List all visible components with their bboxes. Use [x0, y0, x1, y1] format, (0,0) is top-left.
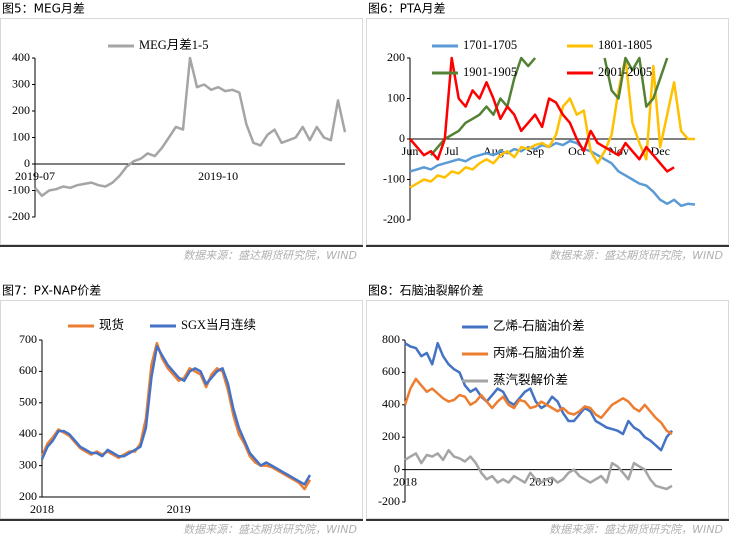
- y-tick-label: 700: [19, 332, 37, 346]
- panel-frame: [0, 18, 363, 245]
- panel-frame: [366, 18, 729, 245]
- y-tick-label: 200: [12, 103, 30, 117]
- y-tick-label: 600: [19, 363, 37, 377]
- legend-label: 乙烯-石脑油价差: [493, 319, 585, 333]
- series-line: [403, 377, 673, 436]
- y-tick-label: 100: [12, 129, 30, 143]
- x-tick-label: 2019: [167, 502, 191, 516]
- series-line: [409, 56, 695, 189]
- series-line: [429, 56, 669, 157]
- legend-label: 1701-1705: [463, 38, 517, 52]
- y-tick-label: 300: [19, 457, 37, 471]
- x-tick-label: 2019-10: [198, 169, 238, 183]
- legend-label: 2001-2005: [598, 65, 652, 79]
- x-tick-label: Jul: [445, 144, 460, 158]
- y-tick-label: 500: [19, 395, 37, 409]
- panel-frame: [0, 300, 363, 519]
- y-tick-label: 400: [12, 50, 30, 64]
- chart-title: 图8：石脑油裂解价差: [368, 284, 484, 298]
- source-note: 数据来源：盛达期货研究院，WIND: [183, 523, 357, 536]
- y-tick-label: 800: [382, 332, 400, 346]
- series-line: [404, 448, 673, 491]
- y-tick-label: -100: [383, 171, 405, 185]
- x-tick-label: 2018: [30, 502, 54, 516]
- y-tick-label: 600: [382, 364, 400, 378]
- source-note: 数据来源：盛达期货研究院，WIND: [549, 523, 723, 536]
- y-tick-label: 0: [399, 131, 405, 145]
- x-tick-label: 2019-07: [15, 169, 55, 183]
- source-note: 数据来源：盛达期货研究院，WIND: [549, 249, 723, 262]
- y-tick-label: -200: [378, 494, 400, 508]
- source-note: 数据来源：盛达期货研究院，WIND: [183, 249, 357, 262]
- y-tick-label: 100: [387, 90, 405, 104]
- chart-title: 图7：PX-NAP价差: [2, 284, 101, 298]
- chart-title: 图6：PTA月差: [368, 2, 445, 16]
- x-tick-label: Jun: [402, 144, 419, 158]
- x-tick-label: Dec: [651, 144, 670, 158]
- chart-title: 图5：MEG月差: [2, 2, 85, 16]
- legend-label: SGX当月连续: [181, 317, 256, 332]
- legend-label: 1801-1805: [598, 38, 652, 52]
- panel-frame: [366, 300, 729, 519]
- y-tick-label: 200: [382, 429, 400, 443]
- y-tick-label: 400: [19, 426, 37, 440]
- legend-label: MEG月差1-5: [139, 38, 208, 52]
- y-tick-label: 300: [12, 76, 30, 90]
- series-line: [409, 139, 696, 208]
- y-tick-label: 400: [382, 397, 400, 411]
- y-tick-label: 200: [387, 50, 405, 64]
- y-tick-label: -100: [8, 182, 30, 196]
- x-tick-label: 2018: [393, 474, 417, 488]
- series-line: [40, 345, 312, 486]
- y-tick-label: -200: [8, 209, 30, 223]
- legend-label: 现货: [99, 317, 124, 332]
- series-line: [34, 56, 347, 198]
- y-tick-label: 200: [19, 489, 37, 503]
- legend-label: 1901-1905: [463, 65, 517, 79]
- y-tick-label: -200: [383, 212, 405, 226]
- y-tick-label: 0: [394, 461, 400, 475]
- legend-label: 丙烯-石脑油价差: [493, 346, 585, 360]
- y-tick-label: 0: [24, 156, 30, 170]
- legend-label: 蒸汽裂解价差: [493, 372, 568, 387]
- series-line: [40, 341, 312, 491]
